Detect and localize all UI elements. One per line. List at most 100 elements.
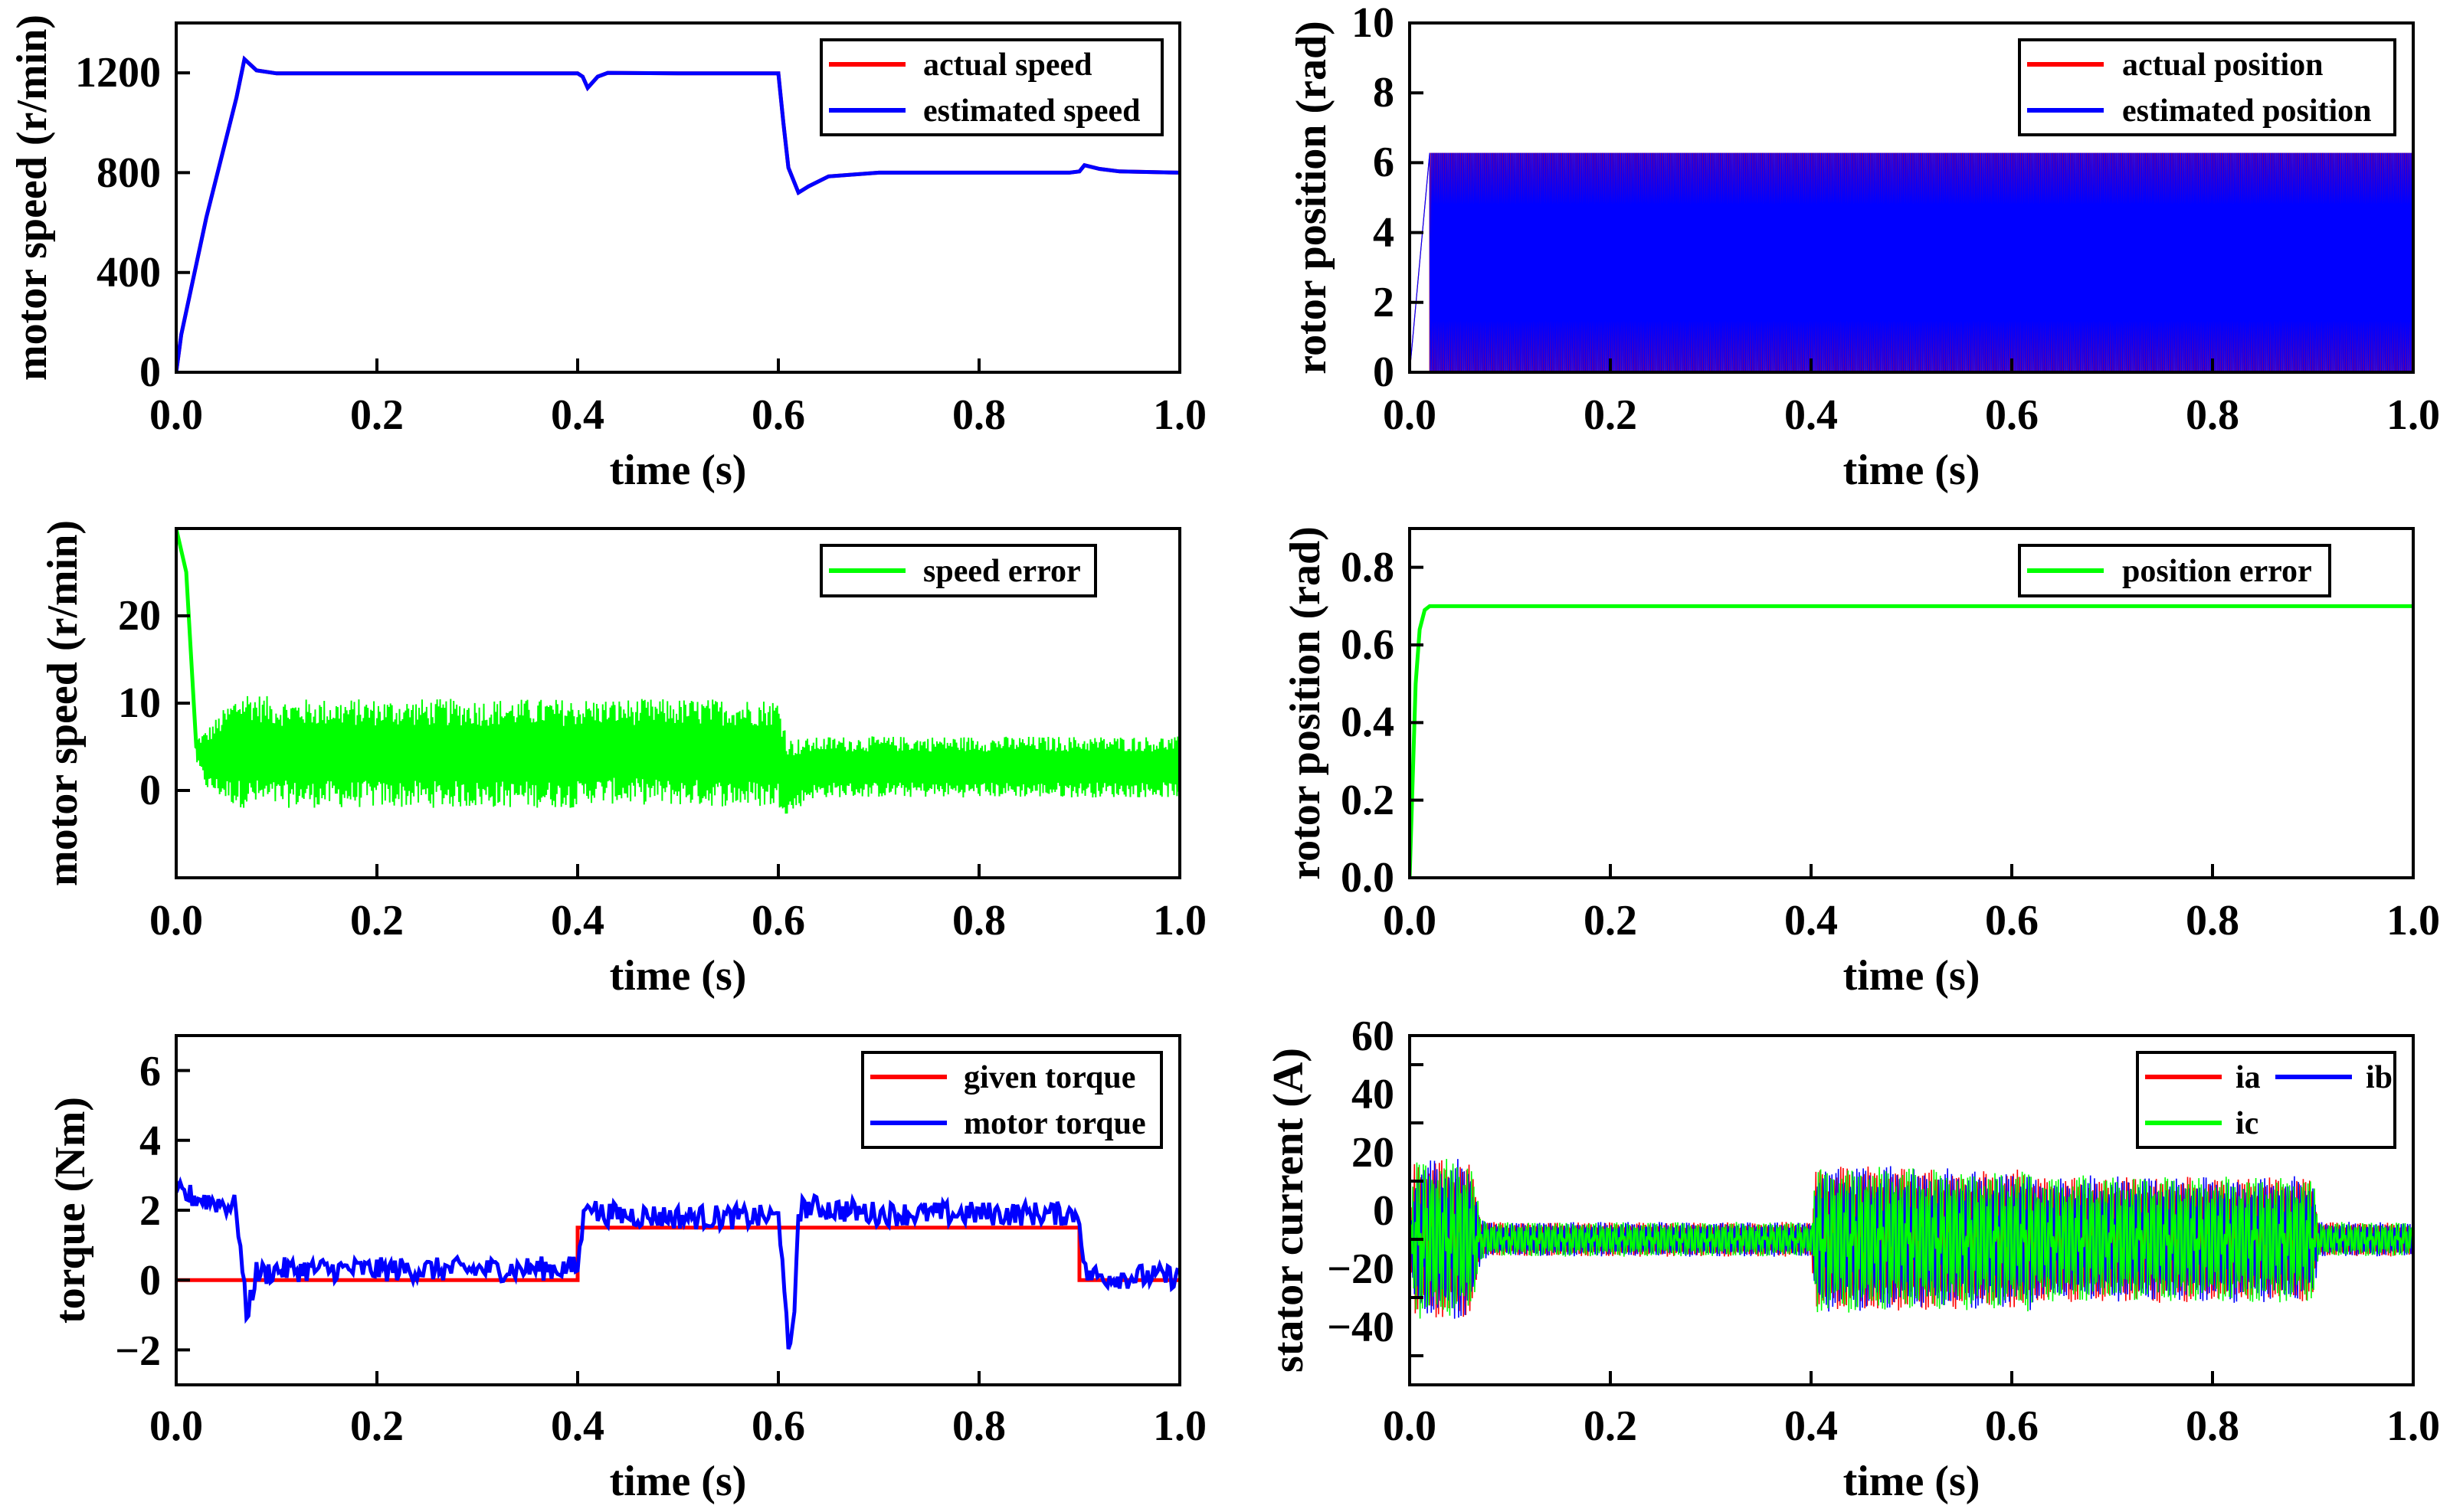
- legend-position-error: position error: [2122, 554, 2312, 589]
- speed-error-ytick-0: 0: [139, 767, 161, 814]
- current-xtick-1: 0.2: [1584, 1402, 1637, 1450]
- legend-ib: ib: [2366, 1060, 2393, 1095]
- current-ytick-0: −40: [1327, 1304, 1394, 1351]
- position-xlabel: time (s): [1843, 447, 1980, 494]
- position-error-ytick-4: 0.8: [1341, 544, 1394, 591]
- position-legend: actual position estimated position: [2018, 38, 2396, 136]
- current-ytick-5: 60: [1351, 1013, 1394, 1060]
- legend-ia: ia: [2235, 1060, 2261, 1095]
- speed-error-ytick-1: 10: [118, 679, 161, 727]
- speed-error-chart: 0.0 0.2 0.4 0.6 0.8 1.0 0 10 20 time (s)…: [39, 520, 1207, 1000]
- position-plot-area: [1408, 21, 2415, 374]
- legend-actual-speed: actual speed: [923, 47, 1092, 83]
- position-ytick-3: 6: [1373, 139, 1394, 186]
- position-ytick-1: 2: [1373, 279, 1394, 326]
- current-xtick-5: 1.0: [2386, 1402, 2440, 1450]
- position-xtick-0: 0.0: [1383, 391, 1436, 439]
- torque-xtick-2: 0.4: [551, 1402, 604, 1450]
- legend-actual-position: actual position: [2122, 47, 2324, 83]
- current-series-ic: [1410, 1159, 2412, 1318]
- speed-error-ytick-2: 20: [118, 592, 161, 640]
- legend-motor-torque: motor torque: [964, 1106, 1146, 1141]
- position-error-series-position-error: [1410, 606, 2413, 878]
- torque-ylabel: torque (Nm): [47, 1097, 94, 1324]
- speed-error-initial-spike: [176, 529, 206, 755]
- speed-error-xtick-5: 1.0: [1153, 897, 1207, 944]
- speed-legend: actual speed estimated speed: [820, 38, 1164, 136]
- speed-error-legend: speed error: [820, 544, 1097, 597]
- speed-error-ylabel: motor speed (r/min): [39, 520, 87, 886]
- legend-speed-error: speed error: [923, 554, 1081, 589]
- speed-xtick-4: 0.8: [952, 391, 1006, 439]
- speed-error-series: [196, 696, 1180, 813]
- position-error-xtick-0: 0.0: [1383, 897, 1436, 944]
- torque-ytick-3: 4: [139, 1118, 161, 1165]
- speed-error-xtick-0: 0.0: [149, 897, 203, 944]
- position-error-legend: position error: [2018, 544, 2331, 597]
- legend-given-torque: given torque: [964, 1060, 1135, 1095]
- speed-ytick-2: 800: [97, 149, 161, 197]
- position-xtick-3: 0.6: [1985, 391, 2039, 439]
- speed-xtick-2: 0.4: [551, 391, 604, 439]
- torque-ytick-2: 2: [139, 1187, 161, 1235]
- torque-ytick-4: 6: [139, 1048, 161, 1095]
- torque-xtick-1: 0.2: [350, 1402, 404, 1450]
- position-xtick-1: 0.2: [1584, 391, 1637, 439]
- speed-xlabel: time (s): [610, 447, 747, 494]
- speed-xtick-1: 0.2: [350, 391, 404, 439]
- current-ytick-4: 40: [1351, 1071, 1394, 1118]
- legend-estimated-speed: estimated speed: [923, 93, 1140, 129]
- position-error-xtick-3: 0.6: [1985, 897, 2039, 944]
- position-xtick-2: 0.4: [1784, 391, 1838, 439]
- current-xtick-0: 0.0: [1383, 1402, 1436, 1450]
- position-ylabel: rotor position (rad): [1288, 21, 1335, 374]
- torque-series-given-torque: [176, 1228, 1180, 1280]
- speed-error-xtick-3: 0.6: [752, 897, 805, 944]
- speed-plot-area: [175, 21, 1181, 374]
- speed-error-xtick-4: 0.8: [952, 897, 1006, 944]
- position-ytick-5: 10: [1351, 0, 1394, 47]
- current-ytick-3: 20: [1351, 1129, 1394, 1177]
- position-ytick-2: 4: [1373, 209, 1394, 257]
- position-error-ytick-1: 0.2: [1341, 777, 1394, 824]
- position-xtick-5: 1.0: [2386, 391, 2440, 439]
- speed-ytick-0: 0: [139, 349, 161, 396]
- position-error-xlabel: time (s): [1843, 952, 1980, 1000]
- position-error-ytick-3: 0.6: [1341, 621, 1394, 669]
- position-error-xtick-5: 1.0: [2386, 897, 2440, 944]
- legend-estimated-position: estimated position: [2122, 93, 2372, 129]
- torque-ytick-1: 0: [139, 1257, 161, 1304]
- torque-xtick-0: 0.0: [149, 1402, 203, 1450]
- torque-xlabel: time (s): [610, 1458, 747, 1505]
- speed-ytick-3: 1200: [75, 49, 161, 97]
- current-xtick-3: 0.6: [1985, 1402, 2039, 1450]
- current-legend: ia ib ic: [2136, 1051, 2396, 1149]
- torque-legend: given torque motor torque: [861, 1051, 1163, 1149]
- position-chart: 0.0 0.2 0.4 0.6 0.8 1.0 0 2 4 6 8 10 tim…: [1288, 0, 2440, 494]
- torque-xtick-3: 0.6: [752, 1402, 805, 1450]
- speed-error-xtick-2: 0.4: [551, 897, 604, 944]
- torque-series-motor-torque: [176, 1181, 1178, 1349]
- position-error-xtick-4: 0.8: [2186, 897, 2239, 944]
- speed-series-estimated-speed: [176, 59, 1180, 372]
- speed-xtick-3: 0.6: [752, 391, 805, 439]
- torque-ytick-0: −2: [115, 1327, 161, 1375]
- speed-ytick-1: 400: [97, 249, 161, 296]
- torque-xtick-4: 0.8: [952, 1402, 1006, 1450]
- speed-error-plot-area: [175, 527, 1181, 879]
- current-ylabel: stator current (A): [1265, 1048, 1312, 1373]
- speed-ylabel: motor speed (r/min): [8, 15, 56, 381]
- position-error-ylabel: rotor position (rad): [1282, 526, 1329, 879]
- current-xtick-2: 0.4: [1784, 1402, 1838, 1450]
- speed-error-xtick-1: 0.2: [350, 897, 404, 944]
- current-xlabel: time (s): [1843, 1458, 1980, 1505]
- current-plot-area: [1408, 1034, 2415, 1386]
- position-error-xtick-2: 0.4: [1784, 897, 1838, 944]
- speed-chart: 0.0 0.2 0.4 0.6 0.8 1.0 0 400 800 1200 t…: [8, 15, 1207, 494]
- speed-xtick-5: 1.0: [1153, 391, 1207, 439]
- current-chart: 0.0 0.2 0.4 0.6 0.8 1.0 −40 −20 0 20 40 …: [1265, 1013, 2440, 1505]
- position-ytick-0: 0: [1373, 349, 1394, 396]
- current-ytick-1: −20: [1327, 1245, 1394, 1293]
- legend-ic: ic: [2235, 1106, 2258, 1141]
